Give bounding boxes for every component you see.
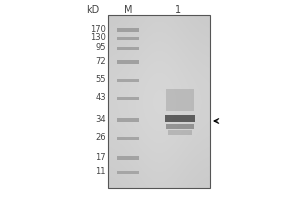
Bar [117, 46, 139, 49]
Bar [117, 28, 139, 32]
Bar [117, 97, 139, 99]
Text: 1: 1 [175, 5, 181, 15]
Bar [168, 130, 192, 134]
Text: 43: 43 [95, 94, 106, 102]
Text: 170: 170 [90, 25, 106, 34]
Text: 26: 26 [95, 134, 106, 142]
Text: 11: 11 [95, 168, 106, 176]
Text: kD: kD [86, 5, 100, 15]
Bar [117, 136, 139, 140]
Bar [117, 156, 139, 160]
Bar [108, 15, 210, 188]
Text: 17: 17 [95, 154, 106, 162]
Bar [166, 89, 194, 111]
Text: 72: 72 [95, 58, 106, 66]
Bar [117, 118, 139, 122]
Text: M: M [124, 5, 132, 15]
Text: 130: 130 [90, 33, 106, 43]
Bar [117, 78, 139, 82]
Bar [117, 36, 139, 40]
Bar [117, 170, 139, 173]
Bar [166, 123, 194, 129]
Bar [117, 60, 139, 64]
Text: 95: 95 [95, 44, 106, 52]
Bar [165, 114, 195, 121]
Text: 55: 55 [95, 75, 106, 84]
Text: 34: 34 [95, 116, 106, 124]
